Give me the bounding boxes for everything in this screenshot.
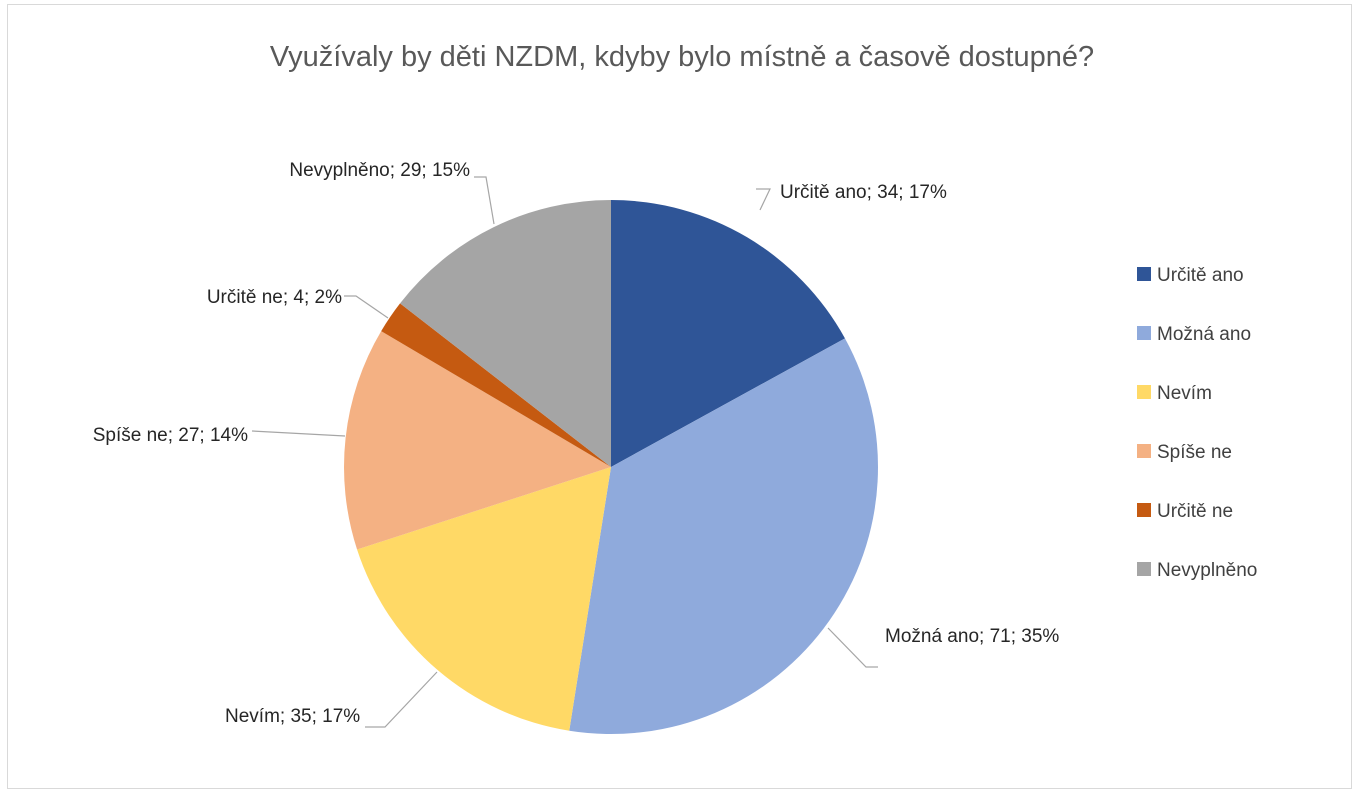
data-label-urcite-ne: Určitě ne; 4; 2% [207, 287, 342, 308]
slice-urcite-ne [381, 303, 611, 467]
leader-line-mozna-ano [827, 627, 878, 668]
legend-label-nevim: Nevím [1157, 383, 1212, 404]
slice-urcite-ano [611, 200, 845, 467]
slice-nevyplneno [400, 200, 611, 467]
legend-label-urcite-ano: Určitě ano [1157, 265, 1244, 286]
leader-line-nevim [365, 671, 438, 728]
data-label-nevyplneno: Nevyplněno; 29; 15% [289, 160, 470, 181]
legend: Určitě ano Možná ano Nevím Spíše ne Určitě n… [1137, 265, 1257, 581]
legend-label-urcite-ne: Určitě ne [1157, 501, 1233, 522]
slice-spise-ne [344, 331, 611, 550]
data-label-urcite-ano: Určitě ano; 34; 17% [780, 182, 947, 203]
legend-swatch-nevim [1137, 385, 1151, 399]
leader-line-nevyplneno [474, 176, 495, 225]
slice-nevim [357, 467, 611, 731]
leader-line-urcite-ne [344, 295, 389, 319]
chart-title: Využívaly by děti NZDM, kdyby bylo místn… [270, 41, 1094, 73]
data-label-nevim: Nevím; 35; 17% [225, 706, 360, 727]
data-label-spise-ne: Spíše ne; 27; 14% [93, 425, 248, 446]
slice-mozna-ano [569, 338, 878, 734]
legend-label-spise-ne: Spíše ne [1157, 442, 1232, 463]
legend-swatch-urcite-ano [1137, 267, 1151, 281]
legend-label-nevyplneno: Nevyplněno [1157, 560, 1257, 581]
legend-swatch-nevyplneno [1137, 562, 1151, 576]
leader-line-spise-ne [251, 430, 346, 437]
leader-line-urcite-ano [756, 188, 771, 211]
data-labels: Určitě ano; 34; 17% Možná ano; 71; 35% Nev… [93, 160, 1060, 727]
legend-swatch-urcite-ne [1137, 503, 1151, 517]
legend-swatch-mozna-ano [1137, 326, 1151, 340]
leader-lines [251, 176, 878, 728]
legend-swatch-spise-ne [1137, 444, 1151, 458]
legend-label-mozna-ano: Možná ano [1157, 324, 1251, 345]
pie-slices [344, 200, 878, 734]
data-label-mozna-ano: Možná ano; 71; 35% [885, 626, 1059, 647]
